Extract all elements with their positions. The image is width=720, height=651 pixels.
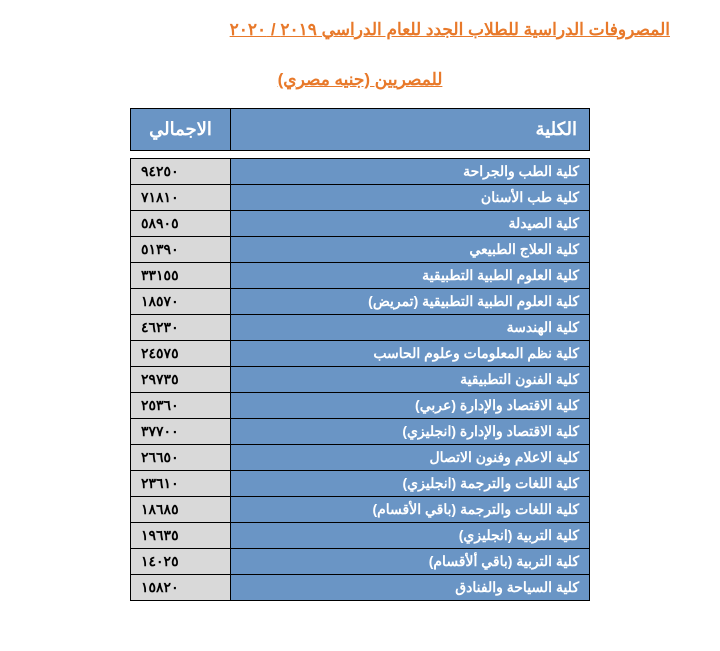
total-cell: ٥١٣٩٠ xyxy=(131,237,231,263)
total-cell: ٣٣١٥٥ xyxy=(131,263,231,289)
table-row: كلية الاعلام وفنون الاتصال٢٦٦٥٠ xyxy=(131,445,590,471)
total-cell: ١٩٦٣٥ xyxy=(131,523,231,549)
total-cell: ١٨٦٨٥ xyxy=(131,497,231,523)
col-header-faculty: الكلية xyxy=(231,109,590,151)
faculty-cell: كلية التربية (انجليزي) xyxy=(231,523,590,549)
total-cell: ٥٨٩٠٥ xyxy=(131,211,231,237)
total-cell: ٣٧٧٠٠ xyxy=(131,419,231,445)
total-cell: ٢٩٧٣٥ xyxy=(131,367,231,393)
table-row: كلية نظم المعلومات وعلوم الحاسب٢٤٥٧٥ xyxy=(131,341,590,367)
table-row: كلية التربية (باقي ألأقسام)١٤٠٢٥ xyxy=(131,549,590,575)
table-row: كلية الاقتصاد والإدارة (انجليزي)٣٧٧٠٠ xyxy=(131,419,590,445)
main-title: المصروفات الدراسية للطلاب الجدد للعام ال… xyxy=(50,20,670,40)
faculty-cell: كلية الاقتصاد والإدارة (انجليزي) xyxy=(231,419,590,445)
faculty-cell: كلية اللغات والترجمة (باقي الأقسام) xyxy=(231,497,590,523)
total-cell: ٢٥٣٦٠ xyxy=(131,393,231,419)
table-header-row: الكلية الاجمالي xyxy=(131,109,590,151)
table-row: كلية العلوم الطبية التطبيقية٣٣١٥٥ xyxy=(131,263,590,289)
total-cell: ٢٣٦١٠ xyxy=(131,471,231,497)
table-row: كلية السياحة والفنادق١٥٨٢٠ xyxy=(131,575,590,601)
faculty-cell: كلية نظم المعلومات وعلوم الحاسب xyxy=(231,341,590,367)
table-row: كلية اللغات والترجمة (باقي الأقسام)١٨٦٨٥ xyxy=(131,497,590,523)
table-row: كلية طب الأسنان٧١٨١٠ xyxy=(131,185,590,211)
faculty-cell: كلية الطب والجراحة xyxy=(231,159,590,185)
total-cell: ٧١٨١٠ xyxy=(131,185,231,211)
total-cell: ٩٤٢٥٠ xyxy=(131,159,231,185)
faculty-cell: كلية العلوم الطبية التطبيقية (تمريض) xyxy=(231,289,590,315)
total-cell: ١٥٨٢٠ xyxy=(131,575,231,601)
faculty-cell: كلية العلوم الطبية التطبيقية xyxy=(231,263,590,289)
table-row: كلية الاقتصاد والإدارة (عربي)٢٥٣٦٠ xyxy=(131,393,590,419)
table-row: كلية الهندسة٤٦٢٣٠ xyxy=(131,315,590,341)
faculty-cell: كلية طب الأسنان xyxy=(231,185,590,211)
total-cell: ٢٦٦٥٠ xyxy=(131,445,231,471)
total-cell: ٤٦٢٣٠ xyxy=(131,315,231,341)
table-row: كلية العلوم الطبية التطبيقية (تمريض)١٨٥٧… xyxy=(131,289,590,315)
fees-table-container: الكلية الاجمالي كلية الطب والجراحة٩٤٢٥٠ك… xyxy=(130,108,590,601)
table-row: كلية اللغات والترجمة (انجليزي)٢٣٦١٠ xyxy=(131,471,590,497)
total-cell: ٢٤٥٧٥ xyxy=(131,341,231,367)
faculty-cell: كلية الاعلام وفنون الاتصال xyxy=(231,445,590,471)
faculty-cell: كلية الاقتصاد والإدارة (عربي) xyxy=(231,393,590,419)
col-header-total: الاجمالي xyxy=(131,109,231,151)
table-row: كلية الفنون التطبيقية٢٩٧٣٥ xyxy=(131,367,590,393)
faculty-cell: كلية الصيدلة xyxy=(231,211,590,237)
table-row: كلية التربية (انجليزي)١٩٦٣٥ xyxy=(131,523,590,549)
faculty-cell: كلية اللغات والترجمة (انجليزي) xyxy=(231,471,590,497)
faculty-cell: كلية الهندسة xyxy=(231,315,590,341)
faculty-cell: كلية التربية (باقي ألأقسام) xyxy=(231,549,590,575)
fees-table: الكلية الاجمالي كلية الطب والجراحة٩٤٢٥٠ك… xyxy=(130,108,590,601)
table-row: كلية العلاج الطبيعي٥١٣٩٠ xyxy=(131,237,590,263)
table-row: كلية الطب والجراحة٩٤٢٥٠ xyxy=(131,159,590,185)
sub-title: للمصريين (جنيه مصري) xyxy=(130,70,590,90)
header-spacer xyxy=(131,151,590,159)
total-cell: ١٤٠٢٥ xyxy=(131,549,231,575)
total-cell: ١٨٥٧٠ xyxy=(131,289,231,315)
faculty-cell: كلية الفنون التطبيقية xyxy=(231,367,590,393)
table-row: كلية الصيدلة٥٨٩٠٥ xyxy=(131,211,590,237)
faculty-cell: كلية العلاج الطبيعي xyxy=(231,237,590,263)
faculty-cell: كلية السياحة والفنادق xyxy=(231,575,590,601)
